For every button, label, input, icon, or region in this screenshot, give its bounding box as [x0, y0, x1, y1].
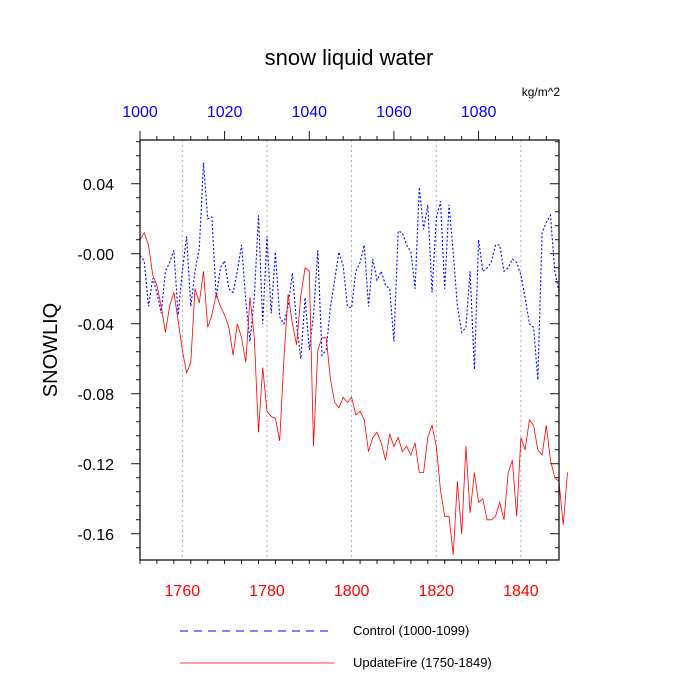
x-bottom-tick-label: 1800: [334, 583, 370, 600]
x-top-tick-label: 1080: [461, 104, 497, 121]
legend-control-label: Control (1000-1099): [353, 623, 469, 638]
x-bottom-tick-label: 1840: [503, 583, 539, 600]
y-tick-label: -0.04: [78, 317, 115, 334]
tick-labels: 0.04 -0.00 -0.04 -0.08 -0.12 -0.16 1760 1780 180…: [78, 104, 539, 600]
grid-lines: [181, 140, 522, 560]
y-tick-label: 0.04: [83, 177, 114, 194]
x-top-tick-label: 1060: [376, 104, 412, 121]
x-bottom-tick-label: 1780: [249, 583, 285, 600]
plot-frame: [139, 139, 560, 561]
x-top-tick-label: 1020: [207, 104, 243, 121]
legend-updatefire-label: UpdateFire (1750-1849): [353, 655, 492, 670]
x-bottom-tick-label: 1820: [418, 583, 454, 600]
y-tick-label: -0.12: [78, 457, 115, 474]
chart-title: snow liquid water: [265, 45, 434, 70]
y-tick-label: -0.00: [78, 247, 115, 264]
y-axis-label: SNOWLIQ: [40, 303, 62, 397]
x-top-tick-label: 1000: [122, 104, 158, 121]
series-line-control: [139, 162, 560, 380]
y-tick-label: -0.16: [78, 527, 115, 544]
series-layer: [139, 162, 568, 555]
axis-ticks: [131, 131, 559, 564]
units-label: kg/m^2: [522, 85, 561, 99]
x-bottom-tick-label: 1760: [165, 583, 201, 600]
series-line-updatefire: [139, 231, 568, 555]
y-tick-label: -0.08: [78, 387, 115, 404]
legend: Control (1000-1099) UpdateFire (1750-184…: [180, 623, 492, 670]
x-top-tick-label: 1040: [291, 104, 327, 121]
